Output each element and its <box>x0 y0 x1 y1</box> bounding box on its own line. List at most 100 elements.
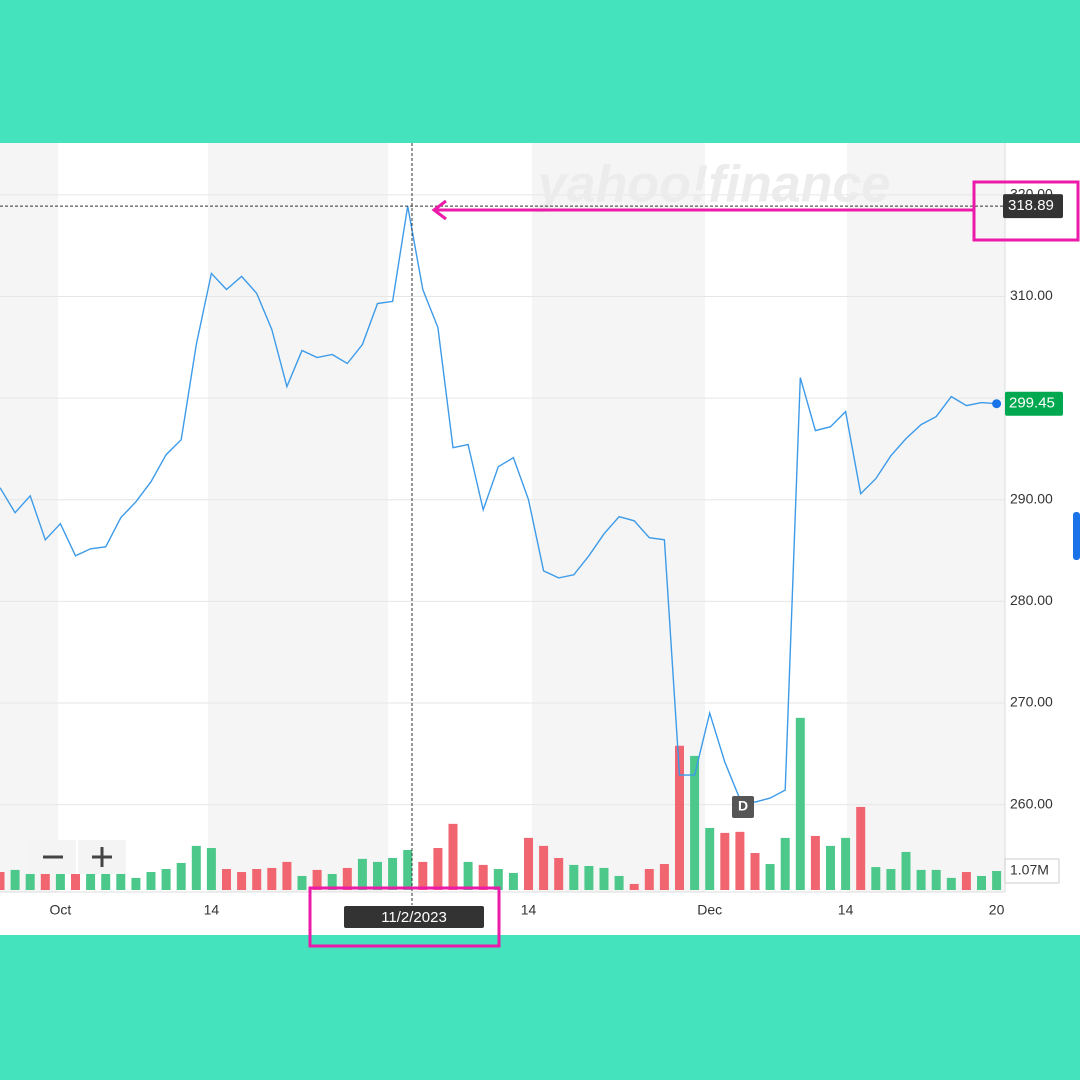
volume-tag <box>1004 858 1060 884</box>
volume-bar <box>690 755 700 890</box>
volume-bar <box>282 861 292 890</box>
volume-bar <box>901 851 911 890</box>
last-price-label: 299.45 <box>1009 395 1055 412</box>
x-tick-label: 14 <box>838 902 854 918</box>
volume-bar <box>659 864 669 890</box>
volume-bar <box>720 832 730 890</box>
volume-bar <box>131 877 141 890</box>
volume-bar <box>916 869 926 890</box>
y-tick-label: 290.00 <box>1010 490 1053 506</box>
crosshair-price-tag <box>1003 194 1063 219</box>
y-tick-label: 280.00 <box>1010 592 1053 608</box>
volume-bar <box>705 827 715 890</box>
volume-bar <box>992 870 1002 890</box>
volume-bar <box>554 857 564 890</box>
volume-bar <box>161 869 171 890</box>
volume-bar <box>25 873 35 890</box>
volume-bar <box>614 875 624 890</box>
volume-bar <box>629 883 639 890</box>
volume-bar <box>750 853 760 890</box>
dividend-marker <box>732 796 754 818</box>
grid <box>0 194 1005 806</box>
volume-bar <box>267 867 277 890</box>
volume-bar <box>176 862 186 890</box>
volume-bar <box>55 873 65 890</box>
volume-bar <box>388 857 398 890</box>
crosshair-date-tag <box>344 906 484 928</box>
last-point <box>992 399 1002 409</box>
volume-bars <box>0 717 1002 890</box>
volume-bar <box>191 845 201 890</box>
volume-bar <box>493 869 503 890</box>
period-shading <box>0 143 1005 892</box>
crosshair-price-label: 318.89 <box>1008 197 1054 214</box>
volume-bar <box>780 837 790 890</box>
volume-bar <box>856 806 866 890</box>
volume-bar <box>252 869 262 890</box>
volume-bar <box>40 872 50 890</box>
volume-bar <box>478 864 488 890</box>
y-tick-label: 260.00 <box>1010 795 1053 811</box>
volume-bar <box>86 872 96 890</box>
volume-bar <box>116 872 126 890</box>
volume-bar <box>735 831 745 890</box>
volume-bar <box>10 869 20 890</box>
volume-bar <box>931 869 941 890</box>
volume-bar <box>599 867 609 890</box>
last-price-tag <box>1005 391 1063 416</box>
volume-bar <box>222 869 231 890</box>
watermark: yahoo!finance <box>535 156 891 214</box>
volume-bar <box>448 823 458 890</box>
annotations <box>308 180 1080 948</box>
volume-bar <box>357 858 367 890</box>
volume-bar <box>584 865 594 890</box>
volume-bar <box>977 875 986 890</box>
volume-bar <box>946 877 956 890</box>
zoom-controls[interactable] <box>28 840 126 874</box>
x-tick-label: 20 <box>989 902 1005 918</box>
volume-bar <box>644 869 654 890</box>
crosshair-date-label: 11/2/2023 <box>381 909 447 926</box>
volume-bar <box>841 837 851 890</box>
volume-bar <box>826 845 835 890</box>
volume-bar <box>463 861 473 890</box>
price <box>0 205 1002 803</box>
volume-bar <box>810 835 820 890</box>
volume-bar <box>433 848 443 890</box>
dividend-label: D <box>738 798 748 814</box>
volume-bar <box>0 872 5 890</box>
volume-bar <box>508 872 518 890</box>
volume-bar <box>206 848 216 890</box>
volume-bar <box>569 864 579 890</box>
volume-bar <box>524 837 533 890</box>
volume-bar <box>237 872 247 890</box>
volume-tag-label: 1.07M <box>1010 862 1049 878</box>
volume-bar <box>297 875 307 890</box>
volume-bar <box>539 845 549 890</box>
overlay: 1.07M 299.45 318.89 11/2/2023 D <box>0 143 1063 928</box>
x-tick-label: Oct <box>50 902 72 918</box>
volume-bar <box>101 872 111 890</box>
x-tick-label: 14 <box>204 902 220 918</box>
volume-bar <box>373 861 382 890</box>
x-tick-label: 14 <box>521 902 537 918</box>
volume-bar <box>418 861 428 890</box>
y-tick-label: 270.00 <box>1010 694 1053 710</box>
side-tab[interactable] <box>1073 512 1080 560</box>
volume-bar <box>312 869 322 890</box>
volume-bar <box>71 873 80 890</box>
volume-bar <box>795 717 805 890</box>
volume-bar <box>403 849 413 890</box>
zoom-icons <box>43 847 112 867</box>
volume-bar <box>871 867 881 890</box>
y-tick-label: 310.00 <box>1010 287 1053 303</box>
volume-bar <box>146 872 156 890</box>
x-tick-label: Dec <box>697 902 722 918</box>
volume-bar <box>765 864 775 890</box>
volume-bar <box>342 867 352 890</box>
volume-bar <box>327 873 337 890</box>
volume-bar <box>675 745 684 890</box>
price-line <box>0 205 997 803</box>
volume-bar <box>961 872 971 890</box>
